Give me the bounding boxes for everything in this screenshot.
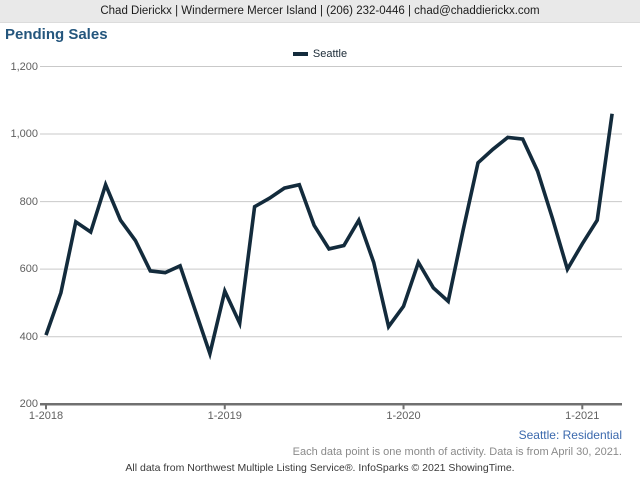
seattle-legend-label: Seattle (312, 48, 348, 60)
y-axis-tick-label: 200 (19, 398, 38, 411)
x-axis-tick-label: 1-2020 (386, 410, 421, 422)
seattle-line-series (44, 113, 614, 361)
y-axis-tick-label: 400 (19, 330, 38, 343)
chart-legend: Seattle (0, 47, 640, 61)
y-axis-tick-label: 600 (19, 263, 38, 276)
market-label: Seattle: Residential (518, 428, 622, 442)
x-axis-tick-label: 1-2021 (565, 410, 600, 422)
credit-line: All data from Northwest Multiple Listing… (125, 462, 515, 474)
seattle-legend-swatch (292, 52, 308, 56)
page-title: Pending Sales (5, 26, 108, 43)
contact-header-text: Chad Dierickx | Windermere Mercer Island… (100, 5, 540, 17)
x-axis-tick-label: 1-2019 (207, 410, 242, 422)
y-axis-tick-label: 800 (19, 195, 38, 208)
y-axis-tick-label: 1,200 (10, 60, 38, 73)
x-axis-tick-label: 1-2018 (28, 410, 64, 422)
y-axis-tick-label: 1,000 (10, 128, 38, 141)
contact-header: Chad Dierickx | Windermere Mercer Island… (0, 0, 640, 23)
data-note: Each data point is one month of activity… (292, 446, 622, 458)
